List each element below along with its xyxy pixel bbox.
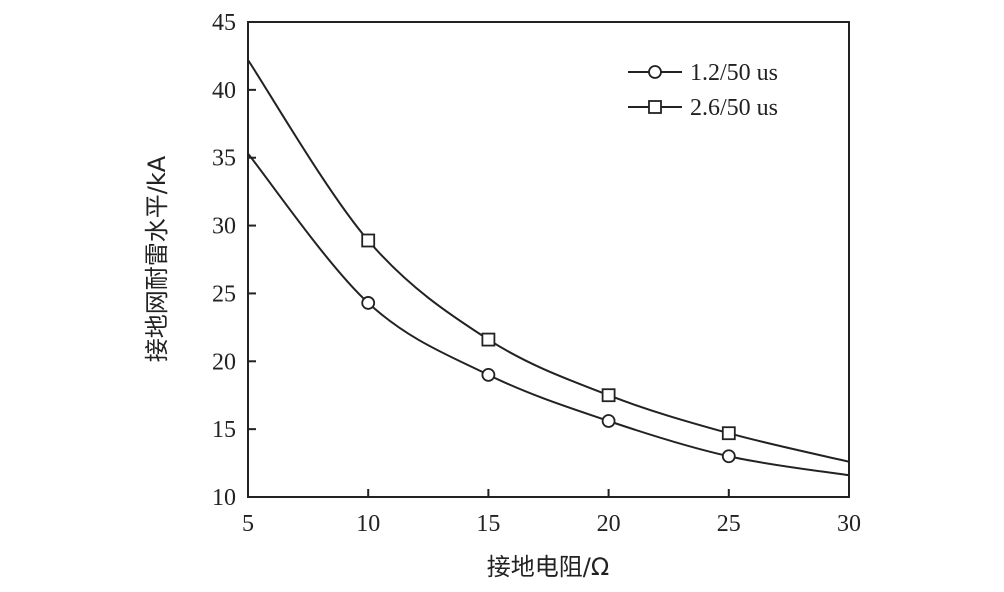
x-tick-label: 10 <box>356 511 380 537</box>
x-axis: 5 10 15 20 25 30 <box>242 489 861 537</box>
series-layer <box>247 59 850 477</box>
y-tick-label: 45 <box>212 10 236 36</box>
circle-marker <box>601 414 616 428</box>
circle-marker <box>721 449 736 464</box>
y-axis: 10 15 20 25 30 35 40 45 <box>212 10 256 511</box>
y-tick-label: 40 <box>212 78 236 104</box>
legend: 1.2/50 us 2.6/50 us <box>628 60 778 121</box>
legend-item: 1.2/50 us <box>628 60 778 86</box>
legend-label: 2.6/50 us <box>690 95 778 121</box>
series-1 <box>247 153 850 477</box>
y-tick-label: 30 <box>212 214 236 240</box>
legend-square-marker <box>648 100 662 114</box>
square-marker <box>481 332 496 347</box>
square-marker <box>721 426 736 441</box>
circle-marker <box>481 367 496 382</box>
y-axis-title: 接地网耐雷水平/kA <box>143 155 171 362</box>
x-tick-label: 20 <box>597 511 621 537</box>
x-tick-label: 5 <box>242 511 254 537</box>
square-marker <box>601 388 616 403</box>
circle-marker <box>361 296 376 310</box>
series-2 <box>247 59 850 463</box>
series-line <box>247 153 850 477</box>
x-axis-title: 接地电阻/Ω <box>487 553 609 581</box>
x-tick-label: 25 <box>717 511 741 537</box>
series-line <box>247 59 850 463</box>
y-tick-label: 20 <box>212 349 236 375</box>
y-tick-label: 25 <box>212 281 236 307</box>
y-tick-label: 35 <box>212 146 236 172</box>
x-tick-label: 30 <box>837 511 861 537</box>
y-tick-label: 10 <box>212 485 236 511</box>
legend-item: 2.6/50 us <box>628 95 778 121</box>
legend-label: 1.2/50 us <box>690 60 778 86</box>
x-tick-label: 15 <box>476 511 500 537</box>
legend-circle-marker <box>648 65 662 79</box>
y-tick-label: 15 <box>212 417 236 443</box>
square-marker <box>361 233 376 248</box>
plot-frame <box>247 21 850 498</box>
